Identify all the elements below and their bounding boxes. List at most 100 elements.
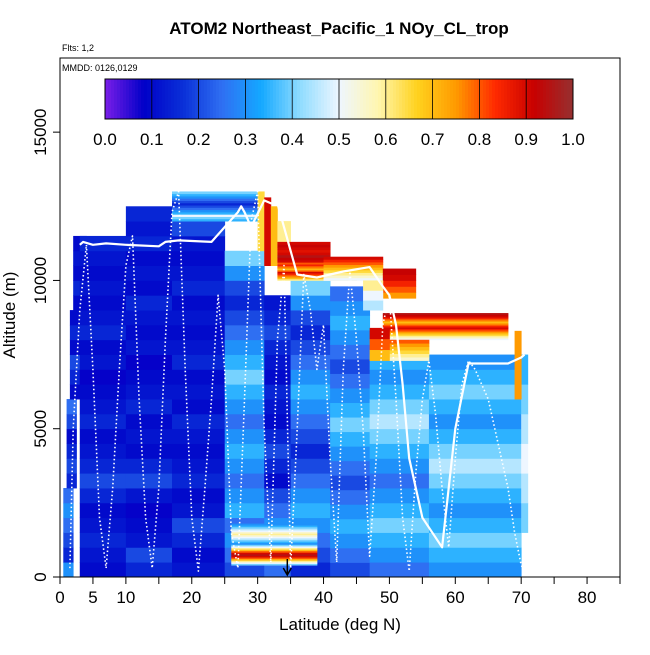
heatmap-cell [231, 557, 318, 560]
heatmap-cell [231, 539, 318, 542]
colorbar-segment [264, 79, 268, 119]
colorbar-segment [537, 79, 541, 119]
heatmap-cell [382, 321, 509, 324]
y-axis: 0 5000 10000 15000 [31, 109, 60, 582]
colorbar-segment [105, 79, 109, 119]
heatmap-cell [264, 473, 291, 489]
heatmap-cell [277, 267, 357, 269]
heatmap-cell [382, 327, 509, 329]
y-tick-label: 10000 [31, 257, 50, 304]
colorbar-tick-label: 1.0 [561, 130, 585, 149]
heatmap-cell [125, 295, 173, 311]
heatmap-cell [382, 338, 509, 341]
heatmap-cell [428, 562, 522, 577]
heatmap-cell [514, 330, 522, 400]
heatmap-cell [172, 202, 259, 206]
colorbar-frame [104, 78, 574, 120]
heatmap-cell [330, 417, 371, 433]
heatmap-cell [231, 541, 318, 544]
date-note: MMDD: 0126,0129 [62, 63, 138, 73]
heatmap-cell [369, 502, 430, 519]
colorbar-segment [222, 79, 226, 119]
colorbar-segment [270, 79, 274, 119]
heatmap-cell [264, 324, 291, 341]
colorbar-segment [507, 79, 511, 119]
heatmap-cell [369, 547, 430, 563]
colorbar-segment [114, 79, 118, 119]
colorbar-segment [474, 79, 478, 119]
heatmap-cell [369, 338, 390, 351]
heatmap-cell [277, 265, 357, 268]
colorbar-segment [390, 79, 394, 119]
colorbar-segment [363, 79, 367, 119]
heatmap-cell [79, 310, 127, 326]
heatmap-cell [290, 443, 331, 459]
heatmap-cell [389, 343, 430, 348]
heatmap-cell [382, 322, 509, 325]
heatmap-cell [290, 413, 331, 430]
heatmap-cell [323, 275, 384, 279]
heatmap-cell [330, 431, 371, 447]
heatmap-cell [369, 517, 430, 533]
colorbar-segment [144, 79, 148, 119]
heatmap-cell [224, 280, 265, 296]
heatmap-cell [125, 488, 173, 504]
colorbar-segment [255, 79, 259, 119]
heatmap-cell [66, 399, 77, 415]
heatmap-cell [330, 402, 371, 418]
heatmap-cell [224, 458, 265, 474]
colorbar-segment [189, 79, 193, 119]
heatmap-cell [224, 413, 265, 430]
heatmap-cell [231, 530, 318, 532]
colorbar-segment [411, 79, 415, 119]
heatmap-cell [231, 528, 318, 531]
heatmap-cell [264, 310, 291, 326]
colorbar-segment [213, 79, 217, 119]
colorbar-segment [543, 79, 547, 119]
heatmap-cell [79, 354, 127, 370]
heatmap-cell [382, 280, 417, 287]
colorbar-segment [477, 79, 481, 119]
colorbar-segment [450, 79, 454, 119]
heatmap-cell [231, 555, 318, 558]
heatmap-cell [382, 320, 509, 322]
heatmap-cell [172, 547, 226, 563]
colorbar-segment [441, 79, 445, 119]
heatmap-cell [264, 488, 291, 504]
colorbar-segment [351, 79, 355, 119]
heatmap-cell [382, 315, 509, 318]
colorbar-segment [177, 79, 181, 119]
heatmap-cell [231, 553, 318, 556]
heatmap-cell [290, 324, 331, 341]
heatmap-cell [63, 547, 74, 563]
heatmap-cell [323, 261, 384, 266]
heatmap-cell [172, 211, 259, 215]
heatmap-cell [330, 518, 371, 534]
colorbar-segment [501, 79, 505, 119]
heatmap-cell [264, 413, 291, 430]
heatmap-cell [231, 545, 318, 548]
heatmap-cell [125, 280, 173, 296]
heatmap-cell [382, 274, 417, 281]
heatmap-cell [172, 295, 226, 311]
heatmap-cell [382, 335, 509, 338]
heatmap-cell [125, 517, 173, 533]
heatmap-cell [382, 329, 509, 332]
colorbar-segment [297, 79, 301, 119]
colorbar-segment [159, 79, 163, 119]
heatmap-cell [382, 314, 509, 317]
heatmap-cell [382, 332, 509, 335]
heatmap-cell [172, 214, 259, 217]
heatmap-cell [125, 250, 173, 266]
colorbar-tick-label: 0.5 [327, 130, 351, 149]
heatmap-cell [290, 354, 331, 370]
heatmap-cell [63, 488, 74, 504]
colorbar-segment [465, 79, 469, 119]
heatmap-cell [389, 339, 430, 344]
heatmap-cell [277, 278, 357, 281]
heatmap-cell [79, 488, 127, 504]
colorbar-segment [228, 79, 232, 119]
colorbar-segment [462, 79, 466, 119]
colorbar-segment [303, 79, 307, 119]
heatmap-cell [172, 193, 259, 197]
